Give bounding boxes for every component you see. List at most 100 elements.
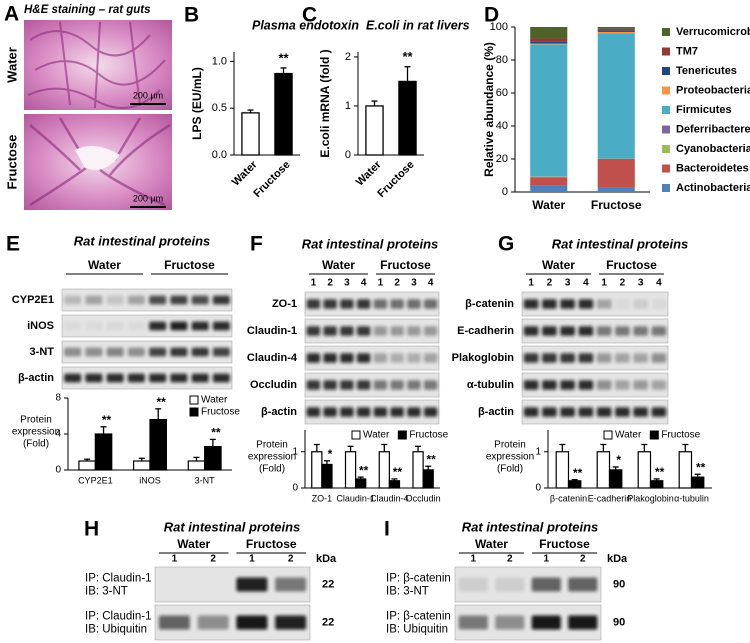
bar (678, 451, 693, 489)
lane-number: 1 (249, 554, 255, 565)
blot-band (149, 373, 167, 383)
panel-letter: E (6, 233, 20, 256)
blot-band (407, 407, 421, 417)
row-label: iNOS (27, 320, 54, 332)
legend-label: Fructose (201, 407, 240, 418)
blot-band (340, 407, 354, 417)
lane-number: 1 (528, 278, 534, 289)
blot-band (633, 353, 648, 363)
lane-number: 1 (172, 554, 178, 565)
y-tick-label: 0.5 (212, 102, 227, 114)
blot-band (542, 380, 557, 390)
row-label: Water (4, 47, 19, 83)
blot-band (323, 353, 337, 363)
blot-band (560, 353, 575, 363)
bar-segment (597, 159, 635, 188)
blot-band (560, 407, 575, 417)
group-label: Water (177, 537, 210, 551)
row-label: β-catenin (465, 298, 514, 310)
lane-number: 1 (470, 554, 476, 565)
bar (690, 476, 705, 489)
y-tick-label: 2 (345, 51, 351, 63)
legend-label: TM7 (676, 45, 698, 57)
x-tick-label: ZO-1 (312, 493, 333, 503)
blot-band (191, 321, 209, 331)
blot-band (306, 353, 321, 363)
bar (311, 451, 323, 489)
bar (422, 469, 434, 489)
blot-band (390, 380, 404, 390)
y-axis-label: (Fold) (259, 464, 285, 475)
legend-swatch (662, 145, 670, 153)
row-label: CYP2E1 (12, 294, 54, 306)
significance: ** (359, 463, 369, 477)
significance: ** (211, 426, 221, 440)
legend-swatch (397, 430, 407, 440)
blot-band (423, 299, 438, 309)
row-label: β-actin (18, 372, 54, 384)
x-tick-label: β-catenin (550, 493, 587, 503)
blot-band (458, 577, 488, 592)
bar-segment (530, 27, 568, 39)
blot-band (306, 407, 321, 417)
row-label: 3-NT (30, 346, 55, 358)
blot-band (407, 326, 421, 336)
bar-segment (530, 41, 568, 44)
lane-number: 4 (583, 278, 589, 289)
legend-swatch (351, 430, 361, 440)
blot-band (578, 353, 594, 363)
legend-swatch (649, 430, 659, 440)
blot-band (615, 353, 630, 363)
blot-band (149, 321, 167, 331)
significance: ** (655, 465, 665, 479)
blot-band (390, 299, 404, 309)
blot-band (495, 615, 525, 630)
blot-band (373, 326, 388, 336)
blot-band (596, 299, 612, 309)
blot-band (340, 299, 354, 309)
lane-number: 2 (210, 554, 216, 565)
bar-segment (530, 43, 568, 45)
panel-title: Rat intestinal proteins (552, 236, 689, 251)
panel-letter: A (4, 3, 19, 26)
blot-band (64, 321, 82, 331)
significance: ** (696, 460, 706, 474)
group-label: Fructose (606, 258, 657, 272)
bar (555, 451, 570, 489)
blot-band (212, 295, 230, 305)
blot-band (407, 299, 421, 309)
y-tick-label: 60 (496, 87, 508, 99)
blot-band (197, 615, 229, 630)
scale-bar-label: 200 µm (133, 193, 163, 203)
legend-label: Firmicutes (676, 104, 732, 116)
blot-band (407, 353, 421, 363)
histology-texture (27, 21, 166, 109)
blot-band (306, 380, 321, 390)
blot-band (64, 373, 82, 383)
bar-segment (597, 187, 635, 192)
blot-band (323, 380, 337, 390)
blot-band (373, 353, 388, 363)
legend-swatch (662, 47, 670, 56)
y-tick-label: 1 (535, 446, 541, 457)
blot-band (596, 353, 612, 363)
bar (344, 451, 357, 489)
blot-band (596, 380, 612, 390)
blot-band (615, 380, 630, 390)
blot-band (127, 373, 145, 383)
blot-band (85, 347, 103, 357)
lane-number: 2 (547, 278, 553, 289)
panel-title: Rat intestinal proteins (302, 236, 439, 251)
lane-number: 2 (288, 554, 294, 565)
y-axis-label: LPS (EU/mL) (190, 67, 204, 140)
lane-number: 3 (638, 278, 644, 289)
bar-segment (597, 30, 635, 32)
blot-band (149, 295, 167, 305)
bar-segment (530, 177, 568, 186)
blot-band (578, 326, 594, 336)
bar (241, 112, 260, 156)
y-tick-label: 8 (55, 393, 61, 404)
legend-swatch (189, 395, 199, 405)
blot-band (170, 373, 188, 383)
blot-band (85, 295, 103, 305)
